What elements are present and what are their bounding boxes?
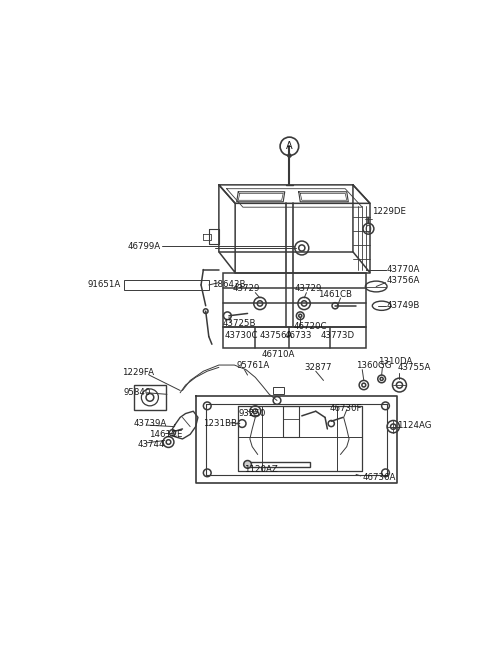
Bar	[223, 327, 366, 348]
Text: 1124AG: 1124AG	[397, 421, 432, 430]
Text: 1461CE: 1461CE	[149, 430, 182, 439]
Text: 43756A: 43756A	[259, 331, 292, 339]
Text: 1231BB: 1231BB	[204, 419, 238, 428]
Text: 43729: 43729	[232, 284, 260, 293]
Text: 43773D: 43773D	[320, 331, 355, 339]
Bar	[273, 386, 284, 394]
Text: 43749B: 43749B	[387, 301, 420, 310]
Text: 46720C: 46720C	[294, 322, 327, 331]
Text: 46799A: 46799A	[128, 242, 161, 251]
Text: 46730F: 46730F	[330, 403, 362, 413]
Text: 91651A: 91651A	[87, 280, 120, 290]
Text: 95840: 95840	[123, 388, 151, 398]
Text: 46733: 46733	[285, 331, 312, 339]
Text: 43729: 43729	[294, 284, 322, 293]
Circle shape	[288, 154, 291, 157]
Bar	[133, 385, 166, 409]
Bar	[223, 272, 366, 327]
Bar	[123, 280, 209, 290]
Bar	[246, 462, 310, 466]
Text: 43755A: 43755A	[397, 363, 431, 372]
Text: 43744: 43744	[137, 440, 165, 449]
Text: 43739A: 43739A	[133, 419, 167, 428]
Text: 46710A: 46710A	[262, 350, 295, 359]
Text: 1229DE: 1229DE	[372, 206, 406, 215]
Text: 43770A: 43770A	[387, 265, 420, 274]
Text: 43725B: 43725B	[223, 319, 256, 328]
Text: 32877: 32877	[304, 363, 332, 372]
Text: 1360GG: 1360GG	[356, 360, 392, 369]
Text: 18643B: 18643B	[212, 280, 245, 290]
Text: 46736A: 46736A	[362, 473, 396, 482]
Text: 43756A: 43756A	[387, 276, 420, 285]
Text: 95761A: 95761A	[237, 360, 270, 369]
Text: A: A	[286, 141, 293, 151]
Text: 1310DA: 1310DA	[378, 358, 412, 366]
Text: 93250: 93250	[238, 409, 265, 418]
Circle shape	[244, 460, 252, 468]
Text: 1229FA: 1229FA	[122, 368, 154, 377]
Text: 1120AZ: 1120AZ	[244, 465, 278, 474]
Text: 1461CB: 1461CB	[318, 290, 352, 299]
Text: 43730C: 43730C	[224, 331, 258, 339]
